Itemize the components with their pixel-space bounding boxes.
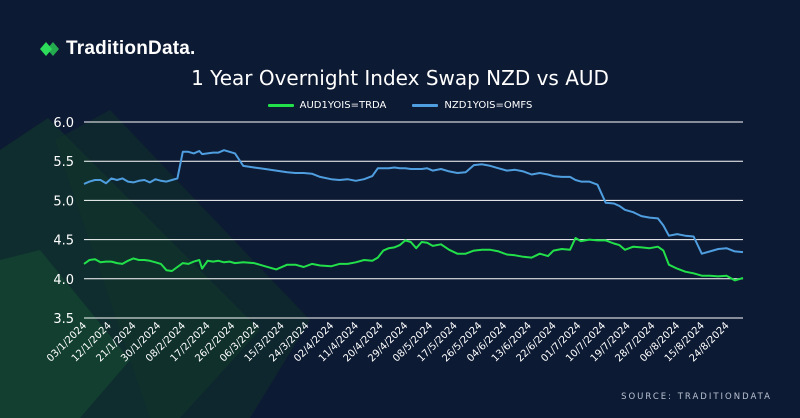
legend-label-nzd: NZD1YOIS=OMFS	[444, 100, 533, 111]
y-tick-label: 6.0	[53, 116, 74, 131]
brand-logo-icon	[40, 42, 59, 56]
chart-legend: AUD1YOIS=TRDA NZD1YOIS=OMFS	[0, 100, 800, 111]
legend-item-aud: AUD1YOIS=TRDA	[267, 100, 387, 111]
series-line-1	[83, 149, 744, 255]
y-tick-label: 4.0	[53, 273, 74, 288]
source-credit: SOURCE: TRADITIONDATA	[621, 392, 772, 402]
legend-swatch-aud	[267, 104, 294, 107]
y-tick-label: 4.5	[53, 234, 74, 249]
brand-name: TraditionData.	[66, 38, 196, 59]
legend-label-aud: AUD1YOIS=TRDA	[299, 100, 387, 111]
brand-logo: TraditionData.	[38, 38, 195, 60]
y-tick-label: 5.5	[53, 155, 74, 170]
legend-swatch-nzd	[412, 104, 439, 107]
series-line-0	[83, 237, 744, 282]
legend-item-nzd: NZD1YOIS=OMFS	[412, 100, 532, 111]
y-tick-label: 5.0	[53, 194, 74, 209]
chart-title: 1 Year Overnight Index Swap NZD vs AUD	[191, 66, 609, 90]
y-tick-label: 3.5	[53, 312, 74, 327]
